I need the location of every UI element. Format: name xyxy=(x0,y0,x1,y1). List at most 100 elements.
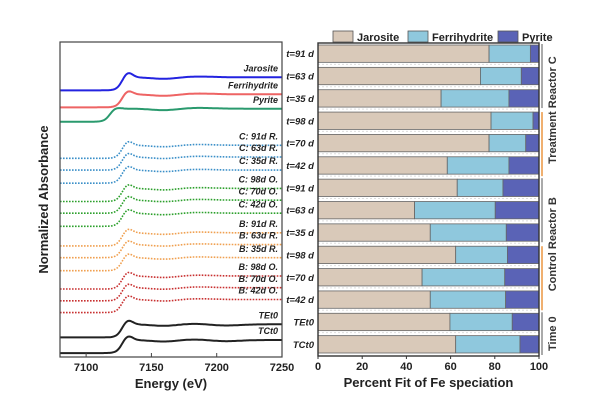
spectrum-line xyxy=(60,271,282,290)
legend-swatch-pyrite xyxy=(497,30,519,43)
bar-segment-jarosite xyxy=(317,66,481,86)
bar-segment-jarosite xyxy=(317,111,492,130)
bar-segment-jarosite xyxy=(317,178,458,197)
speciation-bar-chart: Jarosite Ferrihydrite Pyrite t=91 d t=63 d t=… xyxy=(286,30,559,390)
x-tick-label: 7100 xyxy=(74,362,98,374)
legend-label: Jarosite xyxy=(357,32,399,44)
bar-segment-ferrihydrite xyxy=(414,201,496,220)
x-tick-label: 40 xyxy=(400,361,412,373)
group-label: Time 0 xyxy=(547,316,559,351)
y-axis-title: Normalized Absorbance xyxy=(36,125,51,273)
row-label: TCt0 xyxy=(293,340,315,351)
spectrum-line xyxy=(60,228,282,247)
x-tick-label: 20 xyxy=(356,361,368,373)
row-label: t=63 d xyxy=(286,206,314,217)
bar-segment-jarosite xyxy=(317,201,415,220)
spectrum-label: B: 63d R. xyxy=(239,231,278,241)
spectrum-label: TEt0 xyxy=(258,310,278,320)
bar-segment-ferrihydrite xyxy=(488,134,527,153)
x-tick-label: 100 xyxy=(530,361,548,373)
bar-segment-ferrihydrite xyxy=(480,66,522,86)
spectrum-label: C: 35d R. xyxy=(239,156,278,166)
bar-segment-ferrihydrite xyxy=(455,245,508,264)
row-label: t=35 d xyxy=(286,94,314,105)
bar-segment-ferrihydrite xyxy=(455,335,521,354)
row-label: t=70 d xyxy=(286,139,314,150)
spectrum-label: C: 63d R. xyxy=(239,143,278,153)
bar-segment-jarosite xyxy=(317,312,451,332)
bar-segment-pyrite xyxy=(502,178,540,197)
bar-segment-jarosite xyxy=(317,134,490,153)
bar-segment-ferrihydrite xyxy=(429,290,507,309)
spectrum-line xyxy=(60,90,282,109)
row-label: t=91 d xyxy=(286,49,314,60)
spectrum-line xyxy=(60,195,282,214)
bar-segment-pyrite xyxy=(505,290,540,309)
spectrum-line xyxy=(60,283,282,302)
row-label: TEt0 xyxy=(293,317,314,328)
x-tick-label: 0 xyxy=(315,361,321,373)
x-tick-label: 80 xyxy=(489,361,501,373)
spectrum-line xyxy=(60,319,282,339)
x-tick-label: 7150 xyxy=(139,362,163,374)
x-axis-title: Percent Fit of Fe speciation xyxy=(344,375,514,390)
row-label: t=35 d xyxy=(286,228,314,239)
bar-segment-jarosite xyxy=(317,89,442,108)
spectrum-label: B: 70d O. xyxy=(238,274,278,284)
bar-segment-jarosite xyxy=(317,44,490,63)
bar-segment-jarosite xyxy=(317,335,457,354)
spectrum-line xyxy=(60,335,282,355)
row-label: t=63 d xyxy=(286,72,314,83)
bar-segment-pyrite xyxy=(519,335,540,354)
bar-segment-ferrihydrite xyxy=(449,312,513,332)
spectrum-line xyxy=(60,183,282,203)
bar-segment-pyrite xyxy=(506,245,540,264)
spectrum-line xyxy=(60,72,282,92)
bar-segment-pyrite xyxy=(511,312,540,332)
bar-segment-pyrite xyxy=(505,223,540,242)
bar-segment-pyrite xyxy=(525,134,540,153)
group-label: Control Reactor B xyxy=(547,197,559,291)
spectrum-label: B: 35d R. xyxy=(239,244,278,254)
spectrum-label: Pyrite xyxy=(253,95,278,105)
spectrum-line xyxy=(60,208,282,228)
bar-segment-pyrite xyxy=(520,66,540,86)
spectrum-line xyxy=(60,240,282,259)
bar-segment-pyrite xyxy=(508,156,540,175)
bar-segment-ferrihydrite xyxy=(446,156,510,175)
spectrum-label: TCt0 xyxy=(258,326,278,336)
bar-segment-ferrihydrite xyxy=(421,268,506,287)
bar-segment-ferrihydrite xyxy=(488,44,531,63)
row-label: t=91 d xyxy=(286,183,314,194)
spectrum-label: B: 42d O. xyxy=(238,286,278,296)
x-tick-label: 60 xyxy=(444,361,456,373)
row-label: t=42 d xyxy=(286,295,314,306)
bar-segment-jarosite xyxy=(317,268,423,287)
spectrum-line xyxy=(60,165,282,184)
spectrum-label: Ferrihydrite xyxy=(228,80,278,90)
bar-segment-ferrihydrite xyxy=(429,223,507,242)
xanes-spectra-plot: Jarosite Ferrihydrite Pyrite C: 91d R. C: 63… xyxy=(36,41,294,391)
x-tick-label: 7250 xyxy=(270,362,294,374)
spectrum-line xyxy=(60,152,282,171)
bar-segment-pyrite xyxy=(529,44,540,63)
group-label: Treatment Reactor C xyxy=(547,56,559,164)
x-tick-label: 7200 xyxy=(204,362,228,374)
row-label: t=70 d xyxy=(286,273,314,284)
spectrum-label: B: 98d O. xyxy=(238,262,278,272)
bar-segment-pyrite xyxy=(532,111,540,130)
plot-frame xyxy=(317,42,540,357)
spectrum-label: Jarosite xyxy=(243,63,278,73)
spectrum-line xyxy=(60,295,282,314)
spectrum-line xyxy=(60,253,282,272)
legend-label: Ferrihydrite xyxy=(432,32,493,44)
bar-segment-jarosite xyxy=(317,223,431,242)
bar-segment-ferrihydrite xyxy=(456,178,504,197)
bar-segment-pyrite xyxy=(508,89,540,108)
bar-segment-ferrihydrite xyxy=(490,111,534,130)
legend-label: Pyrite xyxy=(522,32,553,44)
row-label: t=42 d xyxy=(286,161,314,172)
spectrum-label: C: 91d R. xyxy=(239,131,278,141)
x-axis-title: Energy (eV) xyxy=(135,376,207,391)
